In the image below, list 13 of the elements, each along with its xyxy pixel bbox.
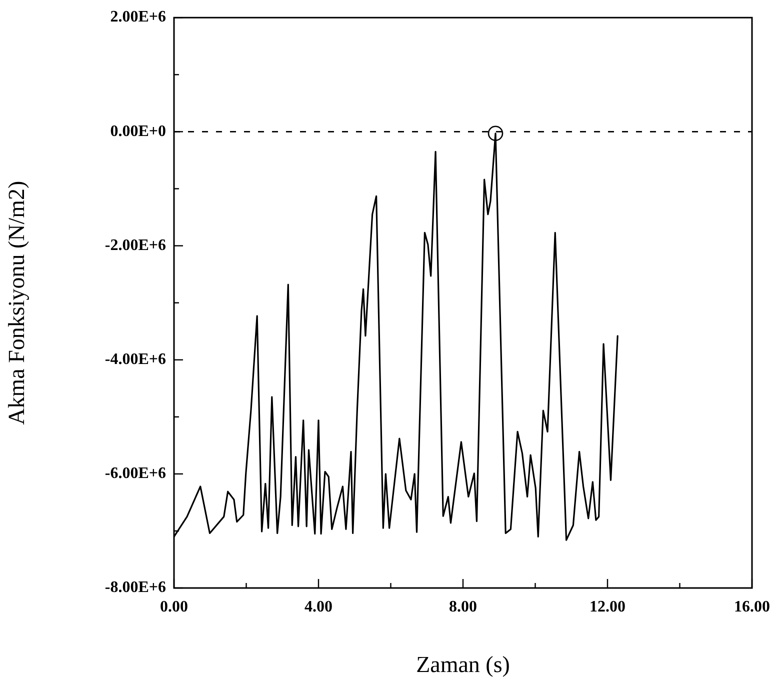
x-axis-title: Zaman (s)	[416, 652, 510, 678]
x-tick-label: 0.00	[160, 598, 188, 616]
x-tick-label: 16.00	[734, 598, 770, 616]
y-tick-label: -2.00E+6	[104, 236, 166, 254]
x-tick-label: 4.00	[304, 598, 332, 616]
x-tick-label: 12.00	[590, 598, 626, 616]
y-tick-label: -6.00E+6	[104, 465, 166, 482]
x-tick-label: 8.00	[449, 598, 477, 616]
y-tick-label: 2.00E+6	[110, 8, 166, 26]
y-tick-label: -8.00E+6	[104, 579, 166, 596]
y-axis-title: Akma Fonksiyonu (N/m2)	[4, 180, 29, 425]
y-tick-label: 0.00E+0	[110, 122, 166, 140]
y-tick-label: -4.00E+6	[104, 350, 166, 368]
